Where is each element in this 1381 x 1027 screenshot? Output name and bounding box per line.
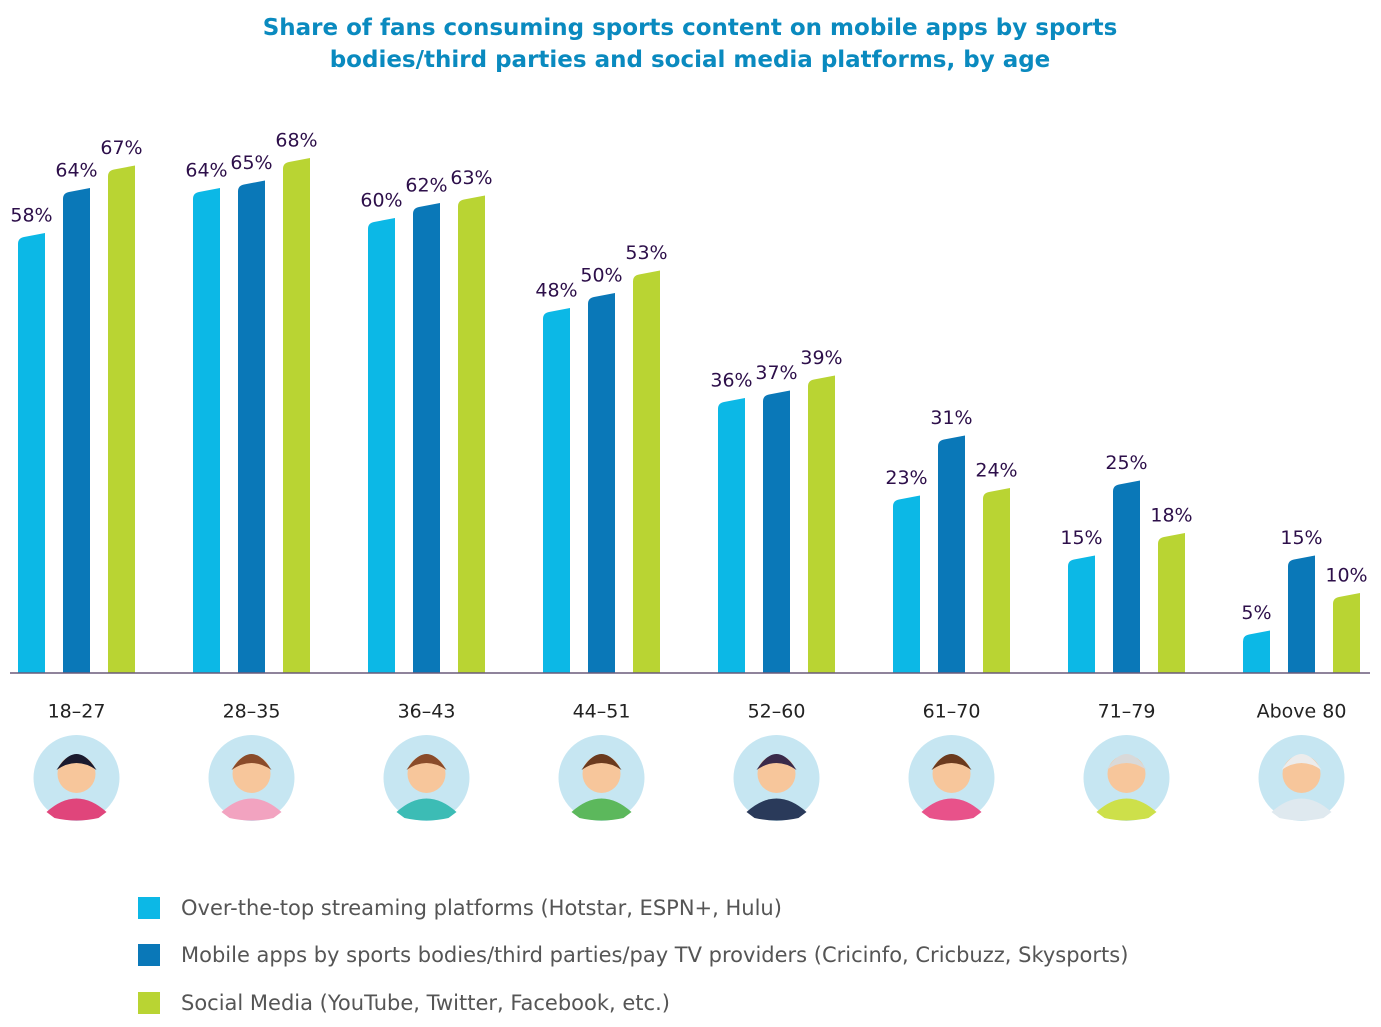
- value-label: 50%: [580, 265, 622, 287]
- value-label: 62%: [405, 175, 447, 197]
- value-label: 23%: [885, 467, 927, 489]
- x-tick-label: 28–35: [223, 701, 281, 723]
- bar: [1333, 593, 1360, 673]
- value-label: 39%: [800, 347, 842, 369]
- bar: [368, 218, 395, 673]
- legend-swatch: [138, 991, 160, 1014]
- avatar-body: [1096, 798, 1157, 821]
- value-label: 25%: [1105, 452, 1147, 474]
- legend-swatch: [138, 944, 160, 967]
- value-label: 48%: [535, 280, 577, 302]
- avatar-hair: [581, 754, 622, 770]
- avatar-hair: [406, 754, 447, 770]
- value-label: 65%: [230, 152, 272, 174]
- bar: [18, 233, 45, 673]
- legend-swatch: [138, 896, 160, 919]
- avatar-hair: [1106, 754, 1147, 770]
- bar: [543, 308, 570, 673]
- value-label: 68%: [275, 130, 317, 152]
- bar: [938, 435, 965, 673]
- avatar-hair: [56, 754, 97, 770]
- bar: [893, 495, 920, 673]
- value-label: 24%: [975, 460, 1017, 482]
- value-label: 18%: [1150, 505, 1192, 527]
- bar: [1068, 555, 1095, 673]
- avatar-hair: [1281, 754, 1322, 770]
- value-label: 58%: [10, 205, 52, 227]
- value-label: 15%: [1280, 527, 1322, 549]
- value-label: 60%: [360, 190, 402, 212]
- value-label: 37%: [755, 362, 797, 384]
- avatar-body: [1271, 798, 1332, 821]
- legend-label: Social Media (YouTube, Twitter, Facebook…: [181, 990, 670, 1015]
- avatar-body: [46, 798, 107, 821]
- legend-label: Over-the-top streaming platforms (Hotsta…: [181, 895, 782, 920]
- bar: [63, 188, 90, 673]
- avatar-hair: [231, 754, 272, 770]
- x-tick-label: 18–27: [48, 701, 106, 723]
- bar: [1113, 480, 1140, 673]
- bar: [588, 293, 615, 673]
- bar: [1243, 630, 1270, 673]
- x-tick-label: 61–70: [923, 701, 981, 723]
- x-tick-label: 44–51: [573, 701, 631, 723]
- avatar-body: [571, 798, 632, 821]
- legend: Over-the-top streaming platforms (Hotsta…: [138, 884, 1128, 1027]
- x-tick-label: 36–43: [398, 701, 456, 723]
- bar: [238, 180, 265, 673]
- x-tick-label: 71–79: [1098, 701, 1156, 723]
- bar: [983, 488, 1010, 673]
- value-label: 31%: [930, 407, 972, 429]
- value-label: 53%: [625, 242, 667, 264]
- value-label: 64%: [55, 160, 97, 182]
- x-tick-label: Above 80: [1257, 701, 1347, 723]
- value-label: 5%: [1241, 602, 1271, 624]
- bar: [283, 158, 310, 673]
- bar: [1288, 555, 1315, 673]
- value-label: 10%: [1325, 565, 1367, 587]
- bar: [413, 203, 440, 673]
- value-label: 64%: [185, 160, 227, 182]
- value-label: 36%: [710, 370, 752, 392]
- bar: [808, 375, 835, 673]
- legend-label: Mobile apps by sports bodies/third parti…: [181, 943, 1129, 968]
- bar: [1158, 533, 1185, 673]
- legend-item: Over-the-top streaming platforms (Hotsta…: [138, 884, 1128, 932]
- legend-item: Social Media (YouTube, Twitter, Facebook…: [138, 979, 1128, 1027]
- bar: [718, 398, 745, 673]
- chart-title: Share of fans consuming sports content o…: [262, 15, 1118, 73]
- bar: [633, 270, 660, 673]
- avatar-body: [746, 798, 807, 821]
- avatar-hair: [756, 754, 797, 770]
- bar: [108, 165, 135, 673]
- bar: [763, 390, 790, 673]
- value-label: 15%: [1060, 527, 1102, 549]
- avatar-body: [221, 798, 282, 821]
- avatar-body: [921, 798, 982, 821]
- bar: [193, 188, 220, 673]
- avatar-body: [396, 798, 457, 821]
- x-tick-label: 52–60: [748, 701, 806, 723]
- bar: [458, 195, 485, 673]
- value-label: 67%: [100, 137, 142, 159]
- legend-item: Mobile apps by sports bodies/third parti…: [138, 932, 1128, 980]
- value-label: 63%: [450, 167, 492, 189]
- avatar-hair: [931, 754, 972, 770]
